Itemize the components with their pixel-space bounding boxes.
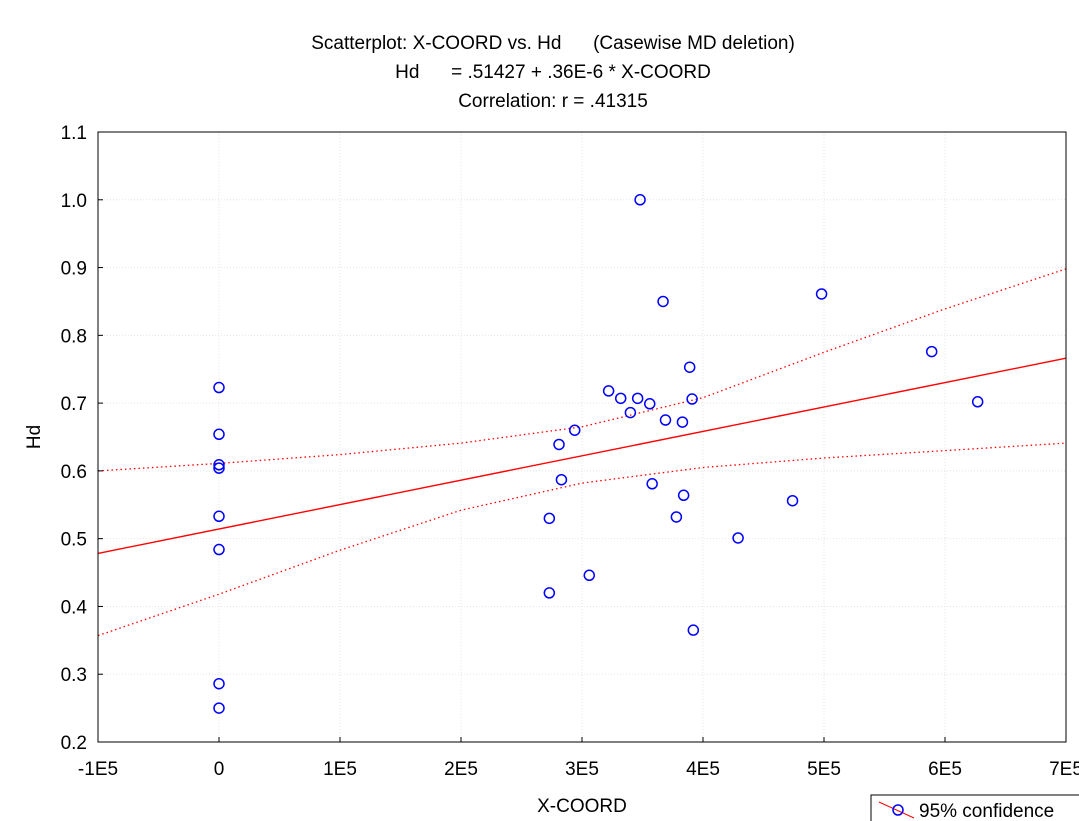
- plot-frame: [97, 131, 1067, 743]
- data-point: [659, 414, 672, 426]
- data-point: [634, 194, 646, 206]
- data-point: [213, 381, 225, 394]
- chart-title: Scatterplot: X-COORD vs. Hd (Casewise MD…: [311, 33, 795, 112]
- gridlines: [97, 131, 1067, 743]
- y-tick-label: 0.7: [61, 394, 87, 415]
- y-tick-label: 0.6: [61, 462, 87, 483]
- data-point: [670, 511, 683, 523]
- data-point: [213, 543, 225, 556]
- data-point: [732, 532, 744, 544]
- x-tick-label: -1E5: [78, 759, 118, 780]
- data-point: [686, 393, 698, 405]
- data-point: [614, 392, 627, 405]
- x-tick-label: 1E5: [323, 759, 357, 780]
- x-tick-label: 3E5: [565, 759, 599, 780]
- confidence-band: [97, 268, 1067, 637]
- legend-line-swatch: [878, 801, 915, 819]
- data-point: [213, 459, 225, 471]
- y-tick-label: 0.2: [61, 733, 87, 754]
- data-point: [213, 677, 225, 690]
- x-axis-label: X-COORD: [537, 796, 627, 817]
- data-point: [624, 406, 637, 419]
- data-point: [213, 428, 225, 441]
- x-tick-label: 2E5: [444, 759, 478, 780]
- data-point: [213, 510, 225, 523]
- data-point: [657, 295, 669, 308]
- y-tick-label: 0.8: [61, 326, 87, 347]
- data-point: [568, 424, 581, 436]
- data-point: [971, 396, 984, 408]
- title-line-1: Scatterplot: X-COORD vs. Hd (Casewise MD…: [311, 33, 795, 54]
- title-line-2: Hd = .51427 + .36E-6 * X-COORD: [395, 62, 711, 83]
- data-point: [646, 478, 658, 490]
- data-point: [213, 462, 225, 474]
- y-axis-label: Hd: [24, 425, 45, 449]
- legend-point-swatch: [892, 804, 904, 816]
- confidence-band-upper: [97, 268, 1067, 472]
- data-point: [213, 702, 225, 714]
- data-points: [213, 194, 984, 714]
- data-point: [631, 392, 644, 405]
- data-point: [687, 624, 700, 636]
- y-tick-label: 1.1: [61, 123, 87, 144]
- y-tick-label: 0.9: [61, 259, 87, 280]
- data-point: [676, 416, 689, 428]
- x-tick-label: 0: [214, 759, 225, 780]
- data-point: [553, 438, 565, 451]
- legend: 95% confidence: [870, 794, 1079, 821]
- data-point: [644, 398, 656, 410]
- x-tick-label: 4E5: [686, 759, 720, 780]
- data-point: [602, 385, 615, 397]
- data-point: [683, 361, 696, 373]
- x-tick-label: 5E5: [807, 759, 841, 780]
- legend-box: [870, 794, 1079, 821]
- data-point: [786, 494, 799, 507]
- data-point: [543, 512, 556, 525]
- y-tick-label: 0.5: [61, 530, 87, 551]
- x-tick-label: 7E5: [1049, 759, 1079, 780]
- data-point: [555, 473, 568, 486]
- y-tick-label: 0.4: [61, 597, 88, 618]
- y-tick-label: 0.3: [61, 665, 87, 686]
- data-point: [677, 489, 690, 502]
- legend-label: 95% confidence: [919, 801, 1054, 821]
- axis-ticks: -1E5 0 1E5 2E5 3E5 4E5 5E5 6E5 7E5 0.2 0.3 0.4 0.5 0.…: [61, 123, 1079, 780]
- y-tick-label: 1.0: [61, 191, 87, 212]
- data-point: [543, 587, 556, 599]
- x-tick-label: 6E5: [928, 759, 962, 780]
- regression-line-group: [97, 357, 1067, 555]
- title-line-3: Correlation: r = .41315: [458, 91, 648, 112]
- data-point: [925, 345, 938, 358]
- data-point: [583, 569, 596, 582]
- data-point: [815, 288, 828, 300]
- regression-line: [97, 357, 1067, 555]
